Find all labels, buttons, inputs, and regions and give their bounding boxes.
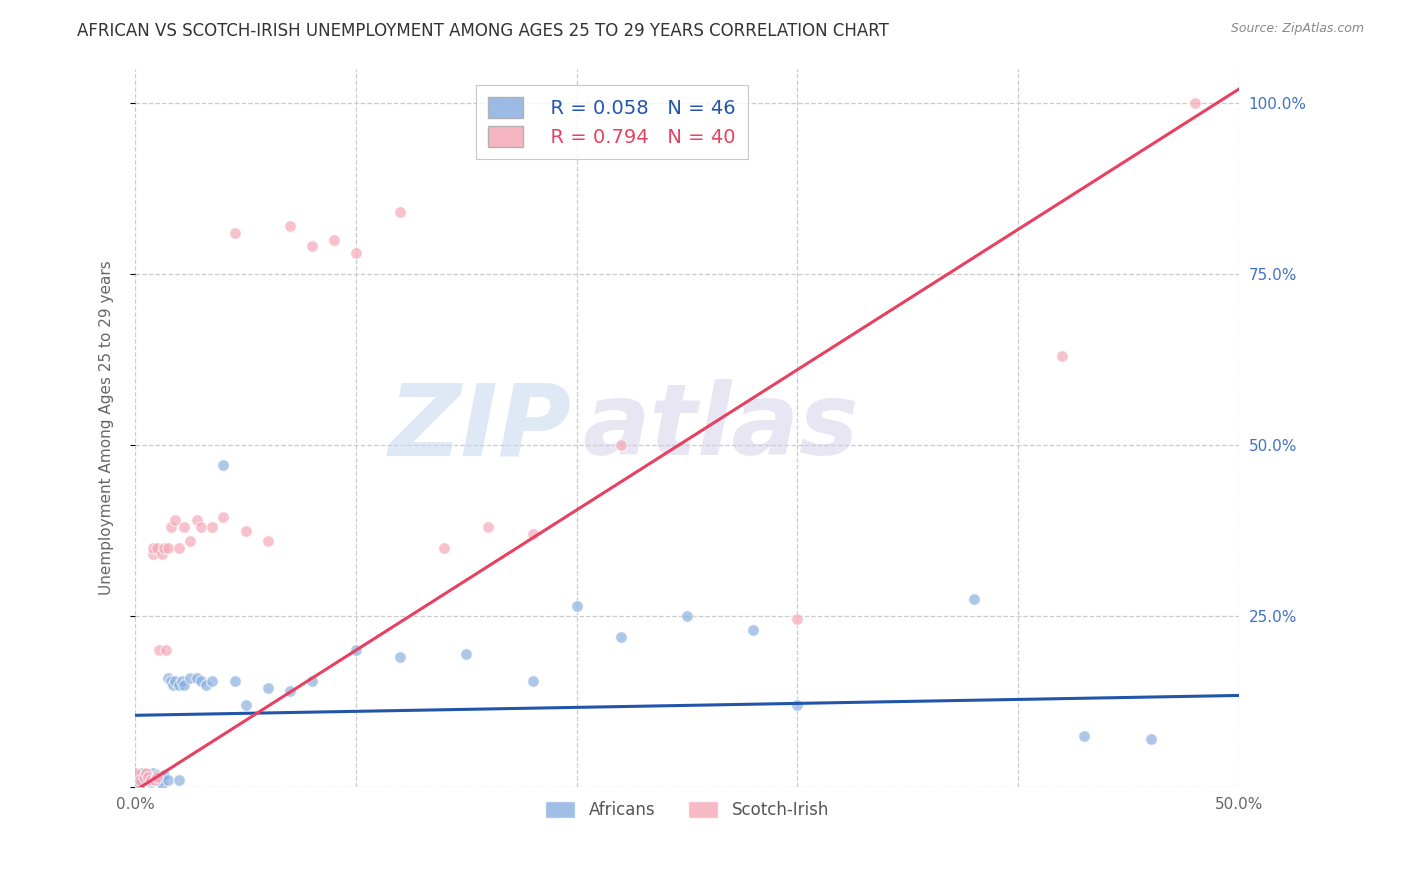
- Point: [146, 770, 169, 784]
- Y-axis label: Unemployment Among Ages 25 to 29 years: Unemployment Among Ages 25 to 29 years: [100, 260, 114, 595]
- Point: [344, 643, 367, 657]
- Point: [153, 768, 176, 782]
- Point: [124, 773, 146, 788]
- Point: [155, 643, 177, 657]
- Point: [610, 438, 633, 452]
- Point: [148, 773, 170, 788]
- Point: [344, 246, 367, 260]
- Point: [224, 226, 246, 240]
- Point: [138, 770, 160, 784]
- Point: [742, 623, 765, 637]
- Text: atlas: atlas: [582, 379, 859, 476]
- Point: [186, 513, 208, 527]
- Point: [157, 541, 180, 555]
- Point: [786, 612, 808, 626]
- Point: [301, 674, 323, 689]
- Point: [212, 509, 235, 524]
- Point: [786, 698, 808, 712]
- Point: [146, 770, 169, 784]
- Point: [456, 647, 478, 661]
- Point: [301, 239, 323, 253]
- Point: [212, 458, 235, 473]
- Point: [157, 773, 180, 788]
- Text: Source: ZipAtlas.com: Source: ZipAtlas.com: [1230, 22, 1364, 36]
- Point: [150, 770, 173, 784]
- Point: [256, 681, 278, 695]
- Text: ZIP: ZIP: [388, 379, 571, 476]
- Point: [150, 777, 173, 791]
- Point: [522, 674, 544, 689]
- Point: [201, 674, 224, 689]
- Point: [610, 630, 633, 644]
- Point: [522, 527, 544, 541]
- Point: [278, 684, 301, 698]
- Point: [190, 674, 212, 689]
- Point: [235, 698, 257, 712]
- Point: [179, 671, 201, 685]
- Point: [676, 609, 699, 624]
- Point: [235, 524, 257, 538]
- Point: [159, 674, 181, 689]
- Point: [433, 541, 456, 555]
- Point: [201, 520, 224, 534]
- Point: [1139, 732, 1161, 747]
- Point: [186, 671, 208, 685]
- Point: [322, 233, 344, 247]
- Point: [148, 643, 170, 657]
- Point: [143, 773, 166, 788]
- Point: [150, 548, 173, 562]
- Point: [132, 770, 155, 784]
- Point: [135, 766, 157, 780]
- Point: [143, 772, 166, 786]
- Point: [565, 599, 588, 613]
- Point: [146, 541, 169, 555]
- Point: [139, 774, 162, 789]
- Point: [169, 677, 191, 691]
- Point: [169, 541, 191, 555]
- Point: [256, 533, 278, 548]
- Point: [278, 219, 301, 233]
- Text: AFRICAN VS SCOTCH-IRISH UNEMPLOYMENT AMONG AGES 25 TO 29 YEARS CORRELATION CHART: AFRICAN VS SCOTCH-IRISH UNEMPLOYMENT AMO…: [77, 22, 889, 40]
- Point: [194, 677, 217, 691]
- Point: [142, 541, 165, 555]
- Legend: Africans, Scotch-Irish: Africans, Scotch-Irish: [538, 794, 835, 826]
- Point: [173, 520, 195, 534]
- Point: [142, 766, 165, 780]
- Point: [157, 671, 180, 685]
- Point: [389, 205, 412, 219]
- Point: [135, 773, 157, 788]
- Point: [139, 773, 162, 788]
- Point: [159, 520, 181, 534]
- Point: [124, 766, 146, 780]
- Point: [1073, 729, 1095, 743]
- Point: [131, 766, 153, 780]
- Point: [163, 513, 186, 527]
- Point: [138, 770, 160, 784]
- Point: [179, 533, 201, 548]
- Point: [146, 768, 169, 782]
- Point: [162, 677, 184, 691]
- Point: [963, 591, 986, 606]
- Point: [1184, 95, 1206, 110]
- Point: [173, 677, 195, 691]
- Point: [142, 548, 165, 562]
- Point: [163, 674, 186, 689]
- Point: [128, 773, 150, 788]
- Point: [153, 541, 176, 555]
- Point: [224, 674, 246, 689]
- Point: [170, 674, 193, 689]
- Point: [389, 650, 412, 665]
- Point: [1052, 349, 1074, 363]
- Point: [477, 520, 499, 534]
- Point: [169, 773, 191, 788]
- Point: [190, 520, 212, 534]
- Point: [128, 777, 150, 791]
